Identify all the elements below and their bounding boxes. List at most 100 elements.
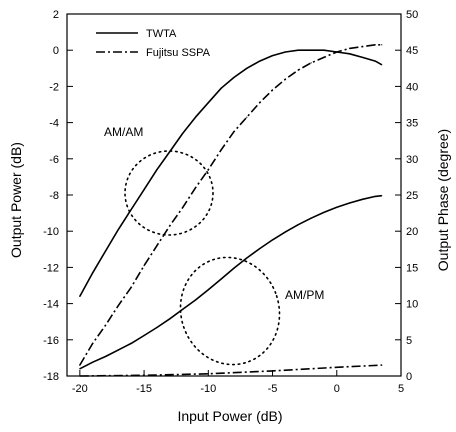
left-y-tick-label: 2 [53, 9, 59, 21]
series-2-point [323, 211, 325, 213]
series-0-point [207, 102, 209, 104]
series-2-point [79, 368, 81, 370]
left-y-tick-label: 0 [53, 45, 59, 57]
series-layer [79, 43, 383, 377]
series-1-point [336, 51, 338, 53]
series-1-point [246, 116, 248, 118]
series-line-3 [79, 364, 382, 377]
series-2-point [233, 267, 235, 269]
left-y-axis: 2 0 -2 -4 -6 -8 -10 -12 -14 -16 -18 [43, 9, 73, 383]
am-pm-region-marker [179, 256, 281, 366]
series-1-point [361, 46, 364, 48]
series-1-point [310, 62, 312, 64]
series-0-point [349, 53, 351, 55]
series-0-point [182, 132, 184, 135]
series-3-point [336, 366, 338, 368]
series-1-point [349, 47, 351, 50]
series-0-point [130, 208, 132, 211]
right-y-axis-title: Output Phase (degree) [435, 129, 451, 271]
legend-label-twta: TWTA [146, 28, 177, 40]
right-y-tick-label: 25 [406, 190, 418, 202]
series-0-point [117, 228, 119, 230]
right-y-tick-label: 30 [406, 154, 418, 166]
series-1-point [284, 78, 286, 80]
series-2-point [349, 202, 351, 204]
left-y-tick-label: -10 [43, 226, 59, 238]
series-0-point [79, 295, 81, 297]
series-3-point [271, 370, 274, 372]
series-line-0 [79, 49, 383, 297]
plot-frame [66, 13, 402, 377]
series-2-point [246, 257, 248, 259]
series-2-point [143, 334, 145, 337]
legend-label-fujitsu-sspa: Fujitsu SSPA [146, 47, 211, 59]
left-y-tick-label: -2 [49, 81, 59, 93]
right-y-tick-label: 10 [406, 299, 418, 311]
right-y-tick-label: 15 [406, 262, 418, 274]
series-1-point [233, 131, 235, 133]
legend: TWTA Fujitsu SSPA [96, 28, 211, 59]
series-0-point [220, 87, 222, 89]
series-line-1 [79, 43, 382, 366]
series-2-point [156, 326, 158, 329]
left-y-tick-label: -4 [49, 118, 59, 130]
left-y-tick-label: -14 [43, 299, 59, 311]
series-2-point [207, 289, 209, 291]
series-0-point [156, 169, 158, 171]
series-1-point [182, 207, 184, 209]
series-1-point [79, 364, 81, 366]
am-am-region-marker [124, 150, 214, 236]
series-0-point [233, 76, 235, 78]
series-0-point [323, 49, 325, 51]
series-1-point [259, 102, 261, 104]
series-1-point [220, 149, 222, 151]
series-0-point [374, 60, 376, 62]
series-2-point [104, 355, 107, 358]
x-tick-label: 5 [398, 383, 404, 395]
series-0-point [284, 51, 286, 53]
x-tick-label: 0 [334, 383, 340, 395]
series-2-point [259, 248, 261, 250]
left-y-axis-title: Output Power (dB) [8, 142, 24, 258]
right-y-tick-label: 35 [406, 118, 418, 130]
series-line-2 [79, 194, 382, 370]
series-2-point [336, 206, 338, 208]
x-tick-label: -20 [72, 383, 88, 395]
series-2-point [169, 318, 171, 320]
series-2-point [284, 231, 286, 233]
series-0-point [104, 250, 107, 252]
annotation-am-pm: AM/PM [285, 288, 324, 302]
series-1-point [104, 324, 107, 326]
series-1-point [374, 44, 376, 46]
series-2-point [117, 349, 119, 351]
series-2-point [194, 299, 197, 301]
series-2-point [310, 217, 312, 219]
series-3-point [207, 373, 209, 375]
annotation-am-am: AM/AM [104, 125, 143, 139]
series-0-point [381, 64, 383, 66]
series-2-point [220, 278, 222, 280]
series-2-point [374, 195, 376, 197]
left-y-tick-label: -8 [49, 190, 59, 202]
series-2-point [381, 195, 383, 197]
series-2-point [130, 342, 132, 344]
series-0-point [92, 272, 94, 274]
series-1-point [92, 342, 94, 344]
series-1-point [156, 245, 158, 247]
series-0-point [246, 67, 248, 69]
x-tick-label: -15 [136, 383, 152, 395]
left-y-tick-label: -18 [43, 371, 59, 383]
series-0-point [310, 49, 312, 51]
series-1-point [130, 286, 132, 288]
series-0-point [259, 60, 261, 62]
series-1-point [297, 69, 299, 71]
series-1-point [323, 56, 325, 59]
left-y-tick-label: -16 [43, 335, 59, 347]
series-0-point [271, 55, 274, 57]
right-y-tick-label: 20 [406, 226, 418, 238]
x-tick-label: -5 [268, 383, 278, 395]
series-1-point [117, 304, 119, 306]
series-1-point [194, 187, 197, 189]
